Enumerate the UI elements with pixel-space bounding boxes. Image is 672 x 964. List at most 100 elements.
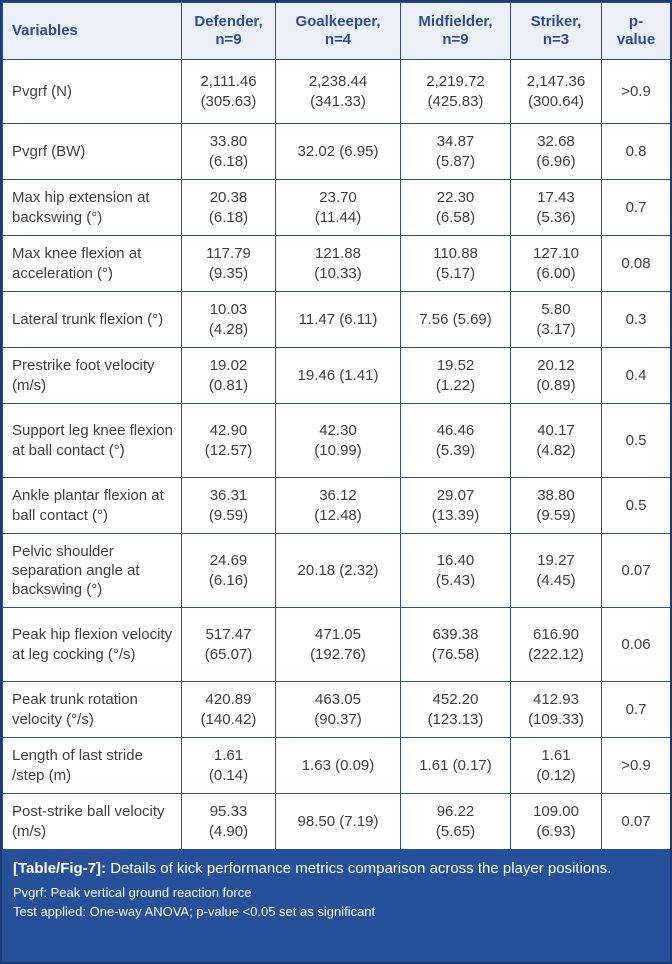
- value-cell: 40.17 (4.82): [510, 403, 602, 478]
- table-row: Length of last stride /step (m) 1.61 (0.1…: [2, 737, 670, 794]
- value-cell: 109.00 (6.93): [510, 793, 602, 850]
- table-row: Lateral trunk flexion (°) 10.03 (4.28) 11.…: [2, 291, 670, 348]
- value-cell: 16.40 (5.43): [400, 533, 511, 608]
- p-value-cell: >0.9: [601, 59, 670, 124]
- value-cell: 22.30 (6.58): [400, 179, 511, 236]
- value-cell: 121.88 (10.33): [275, 235, 401, 292]
- value-cell: 452.20 (123.13): [400, 681, 511, 738]
- value-cell: 17.43 (5.36): [510, 179, 602, 236]
- value-cell: 463.05 (90.37): [275, 681, 401, 738]
- value-cell: 616.90 (222.12): [510, 607, 602, 682]
- value-cell: 23.70 (11.44): [275, 179, 401, 236]
- value-cell: 36.31 (9.59): [181, 477, 276, 534]
- column-header-goalkeeper: Goalkeeper, n=4: [275, 2, 401, 60]
- caption-note-pvgrf: Pvgrf: Peak vertical ground reaction for…: [13, 884, 252, 900]
- value-cell: 20.38 (6.18): [181, 179, 276, 236]
- value-cell: 98.50 (7.19): [275, 793, 401, 850]
- value-cell: 117.79 (9.35): [181, 235, 276, 292]
- table-row: Ankle plantar flexion at ball contact (°…: [2, 477, 670, 534]
- variable-cell: Pvgrf (N): [2, 59, 182, 124]
- column-header-variables: Variables: [2, 2, 182, 60]
- table-row: Peak hip flexion velocity at leg cocking…: [2, 607, 670, 682]
- value-cell: 471.05 (192.76): [275, 607, 401, 682]
- value-cell: 32.68 (6.96): [510, 123, 602, 180]
- value-cell: 1.61 (0.14): [181, 737, 276, 794]
- column-header-striker: Striker, n=3: [510, 2, 602, 60]
- variable-cell: Post-strike ball velocity (m/s): [2, 793, 182, 850]
- variable-cell: Ankle plantar flexion at ball contact (°…: [2, 477, 182, 534]
- table-row: Prestrike foot velocity (m/s) 19.02 (0.81…: [2, 347, 670, 404]
- variable-cell: Length of last stride /step (m): [2, 737, 182, 794]
- column-header-defender: Defender, n=9: [181, 2, 276, 60]
- header-row: Variables Defender, n=9 Goalkeeper, n=4 …: [2, 2, 670, 60]
- column-header-midfielder: Midfielder, n=9: [400, 2, 511, 60]
- value-cell: 46.46 (5.39): [400, 403, 511, 478]
- table-row: Support leg knee flexion at ball contact…: [2, 403, 670, 478]
- value-cell: 19.46 (1.41): [275, 347, 401, 404]
- value-cell: 517.47 (65.07): [181, 607, 276, 682]
- value-cell: 2,147.36 (300.64): [510, 59, 602, 124]
- value-cell: 1.63 (0.09): [275, 737, 401, 794]
- value-cell: 42.90 (12.57): [181, 403, 276, 478]
- value-cell: 412.93 (109.33): [510, 681, 602, 738]
- table-row: Post-strike ball velocity (m/s) 95.33 (4.…: [2, 793, 670, 850]
- p-value-cell: 0.08: [601, 235, 670, 292]
- variable-cell: Prestrike foot velocity (m/s): [2, 347, 182, 404]
- value-cell: 420.89 (140.42): [181, 681, 276, 738]
- value-cell: 2,111.46 (305.63): [181, 59, 276, 124]
- table-body: Pvgrf (N) 2,111.46 (305.63) 2,238.44 (341.…: [2, 59, 670, 850]
- variable-cell: Pvgrf (BW): [2, 123, 182, 180]
- value-cell: 2,238.44 (341.33): [275, 59, 401, 124]
- p-value-cell: 0.4: [601, 347, 670, 404]
- p-value-cell: 0.07: [601, 793, 670, 850]
- value-cell: 7.56 (5.69): [400, 291, 511, 348]
- value-cell: 19.27 (4.45): [510, 533, 602, 608]
- value-cell: 10.03 (4.28): [181, 291, 276, 348]
- table-row: Max hip extension at backswing (°) 20.38 …: [2, 179, 670, 236]
- kick-performance-metrics-table: Variables Defender, n=9 Goalkeeper, n=4 …: [2, 2, 670, 850]
- table-row: Max knee flexion at acceleration (°) 117.…: [2, 235, 670, 292]
- variable-cell: Lateral trunk flexion (°): [2, 291, 182, 348]
- table-caption: [Table/Fig-7]: Details of kick performan…: [13, 859, 659, 879]
- caption-text: Details of kick performance metrics comp…: [110, 860, 612, 877]
- value-cell: 42.30 (10.99): [275, 403, 401, 478]
- table-row: Pelvic shoulder separation angle at back…: [2, 533, 670, 608]
- p-value-cell: 0.5: [601, 477, 670, 534]
- value-cell: 33.80 (6.18): [181, 123, 276, 180]
- p-value-cell: >0.9: [601, 737, 670, 794]
- value-cell: 5.80 (3.17): [510, 291, 602, 348]
- value-cell: 1.61 (0.12): [510, 737, 602, 794]
- value-cell: 19.52 (1.22): [400, 347, 511, 404]
- value-cell: 29.07 (13.39): [400, 477, 511, 534]
- value-cell: 11.47 (6.11): [275, 291, 401, 348]
- p-value-cell: 0.3: [601, 291, 670, 348]
- value-cell: 95.33 (4.90): [181, 793, 276, 850]
- variable-cell: Pelvic shoulder separation angle at back…: [2, 533, 182, 608]
- variable-cell: Peak hip flexion velocity at leg cocking…: [2, 607, 182, 682]
- caption-panel: [Table/Fig-7]: Details of kick performan…: [2, 850, 670, 962]
- p-value-cell: 0.7: [601, 179, 670, 236]
- table-row: Pvgrf (BW) 33.80 (6.18) 32.02 (6.95) 34.87 …: [2, 123, 670, 180]
- value-cell: 96.22 (5.65): [400, 793, 511, 850]
- value-cell: 1.61 (0.17): [400, 737, 511, 794]
- value-cell: 2,219.72 (425.83): [400, 59, 511, 124]
- variable-cell: Max hip extension at backswing (°): [2, 179, 182, 236]
- table-row: Peak trunk rotation velocity (°/s) 420.89…: [2, 681, 670, 738]
- p-value-cell: 0.8: [601, 123, 670, 180]
- variable-cell: Max knee flexion at acceleration (°): [2, 235, 182, 292]
- value-cell: 36.12 (12.48): [275, 477, 401, 534]
- variable-cell: Peak trunk rotation velocity (°/s): [2, 681, 182, 738]
- p-value-cell: 0.06: [601, 607, 670, 682]
- value-cell: 639.38 (76.58): [400, 607, 511, 682]
- caption-note-test: Test applied: One-way ANOVA; p-value <0.…: [13, 904, 376, 920]
- variable-cell: Support leg knee flexion at ball contact…: [2, 403, 182, 478]
- value-cell: 24.69 (6.16): [181, 533, 276, 608]
- value-cell: 38.80 (9.59): [510, 477, 602, 534]
- value-cell: 110.88 (5.17): [400, 235, 511, 292]
- p-value-cell: 0.7: [601, 681, 670, 738]
- value-cell: 34.87 (5.87): [400, 123, 511, 180]
- p-value-cell: 0.07: [601, 533, 670, 608]
- value-cell: 19.02 (0.81): [181, 347, 276, 404]
